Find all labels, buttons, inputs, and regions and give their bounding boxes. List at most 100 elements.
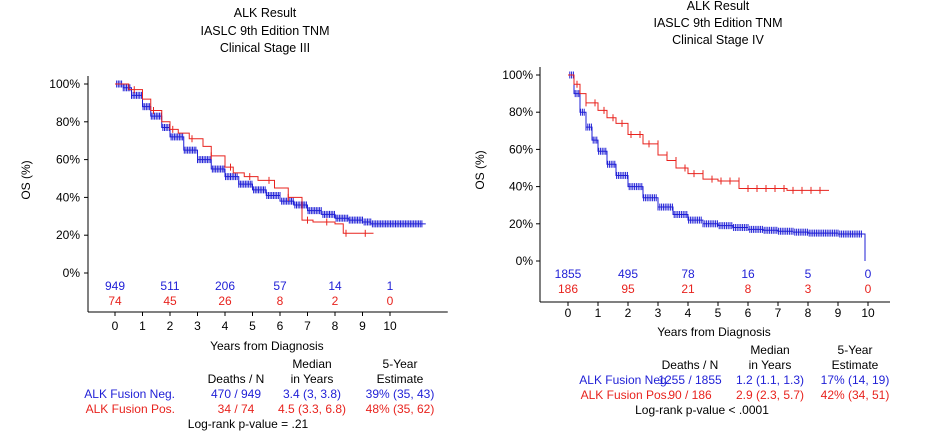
at-risk-pos: 2 (332, 294, 339, 308)
at-risk-neg: 57 (273, 279, 287, 293)
log-rank-pvalue: Log-rank p-value < .0001 (635, 403, 769, 417)
table-header: Estimate (832, 358, 879, 372)
table-row-label: ALK Fusion Pos. (581, 388, 670, 402)
x-axis-title: Years from Diagnosis (210, 339, 324, 353)
km-curve-red (568, 74, 829, 191)
table-deaths: 1255 / 1855 (658, 373, 722, 387)
table-header: Deaths / N (662, 358, 719, 372)
table-header: Estimate (377, 372, 424, 386)
at-risk-pos: 8 (277, 294, 284, 308)
y-tick-label: 100% (502, 68, 533, 82)
table-header: in Years (749, 358, 792, 372)
at-risk-neg: 1855 (555, 267, 582, 281)
table-header: 5-Year (383, 357, 418, 371)
y-tick-label: 60% (509, 142, 533, 156)
y-tick-label: 40% (56, 190, 80, 204)
at-risk-neg: 0 (865, 267, 872, 281)
chart-title-line: IASLC 9th Edition TNM (654, 16, 783, 30)
x-tick-label: 6 (745, 306, 752, 320)
log-rank-pvalue: Log-rank p-value = .21 (188, 417, 309, 431)
table-deaths: 470 / 949 (211, 387, 261, 401)
table-row-label: ALK Fusion Pos. (86, 402, 175, 416)
table-header: Median (292, 357, 331, 371)
table-median: 4.5 (3.3, 6.8) (278, 402, 346, 416)
chart-title-line: Clinical Stage III (220, 41, 310, 55)
at-risk-pos: 21 (681, 282, 695, 296)
km-panel-1: ALK Result IASLC 9th Edition TNM Clinical … (19, 6, 448, 431)
table-header: Median (750, 343, 789, 357)
at-risk-neg: 495 (618, 267, 638, 281)
table-median: 3.4 (3, 3.8) (283, 387, 341, 401)
at-risk-neg: 511 (160, 279, 179, 293)
table-deaths: 90 / 186 (668, 388, 712, 402)
table-five-year: 42% (34, 51) (821, 388, 890, 402)
x-tick-label: 8 (805, 306, 812, 320)
at-risk-pos: 26 (218, 294, 232, 308)
at-risk-neg: 14 (328, 279, 342, 293)
at-risk-neg: 78 (681, 267, 695, 281)
km-curve-blue (115, 83, 426, 225)
x-tick-label: 1 (595, 306, 602, 320)
at-risk-neg: 1 (387, 279, 394, 293)
x-tick-label: 10 (861, 306, 875, 320)
table-median: 1.2 (1.1, 1.3) (736, 373, 804, 387)
x-tick-label: 3 (655, 306, 662, 320)
y-axis-title: OS (%) (19, 160, 33, 199)
at-risk-neg: 206 (215, 279, 235, 293)
at-risk-pos: 0 (865, 282, 872, 296)
x-tick-label: 5 (249, 319, 256, 333)
at-risk-neg: 16 (741, 267, 755, 281)
table-header: Deaths / N (208, 372, 265, 386)
chart-title-line: ALK Result (234, 6, 297, 20)
x-tick-label: 2 (167, 319, 174, 333)
at-risk-pos: 95 (621, 282, 635, 296)
x-tick-label: 8 (332, 319, 339, 333)
x-tick-label: 9 (835, 306, 842, 320)
x-tick-label: 10 (383, 319, 397, 333)
table-deaths: 34 / 74 (218, 402, 255, 416)
table-five-year: 17% (14, 19) (821, 373, 890, 387)
table-row-label: ALK Fusion Neg. (579, 373, 670, 387)
x-tick-label: 6 (277, 319, 284, 333)
table-row-label: ALK Fusion Neg. (84, 387, 175, 401)
at-risk-pos: 3 (805, 282, 812, 296)
y-tick-label: 60% (56, 153, 80, 167)
x-tick-label: 1 (139, 319, 146, 333)
x-tick-label: 4 (685, 306, 692, 320)
x-tick-label: 9 (359, 319, 366, 333)
at-risk-pos: 8 (745, 282, 752, 296)
y-axis-title: OS (%) (473, 150, 487, 189)
at-risk-neg: 949 (105, 279, 125, 293)
x-tick-label: 4 (222, 319, 229, 333)
x-tick-label: 0 (112, 319, 119, 333)
at-risk-pos: 74 (108, 294, 122, 308)
at-risk-pos: 0 (387, 294, 394, 308)
y-tick-label: 0% (63, 266, 81, 280)
chart-title-line: Clinical Stage IV (672, 33, 764, 47)
x-tick-label: 5 (715, 306, 722, 320)
x-tick-label: 7 (304, 319, 311, 333)
table-header: 5-Year (838, 343, 873, 357)
x-tick-label: 7 (775, 306, 782, 320)
chart-title-line: ALK Result (687, 0, 750, 13)
at-risk-pos: 186 (558, 282, 578, 296)
y-tick-label: 80% (56, 115, 80, 129)
table-five-year: 48% (35, 62) (366, 402, 435, 416)
y-tick-label: 80% (509, 105, 533, 119)
at-risk-pos: 45 (163, 294, 177, 308)
x-axis-title: Years from Diagnosis (657, 325, 771, 339)
x-tick-label: 0 (565, 306, 572, 320)
y-tick-label: 100% (49, 77, 80, 91)
table-header: in Years (291, 372, 334, 386)
y-tick-label: 20% (56, 228, 80, 242)
x-tick-label: 3 (194, 319, 201, 333)
y-tick-label: 40% (509, 180, 533, 194)
table-median: 2.9 (2.3, 5.7) (736, 388, 804, 402)
km-panel-2: ALK Result IASLC 9th Edition TNM Clinical … (473, 0, 890, 417)
table-five-year: 39% (35, 43) (366, 387, 435, 401)
y-tick-label: 0% (516, 254, 534, 268)
at-risk-neg: 5 (805, 267, 812, 281)
chart-title-line: IASLC 9th Edition TNM (201, 24, 330, 38)
